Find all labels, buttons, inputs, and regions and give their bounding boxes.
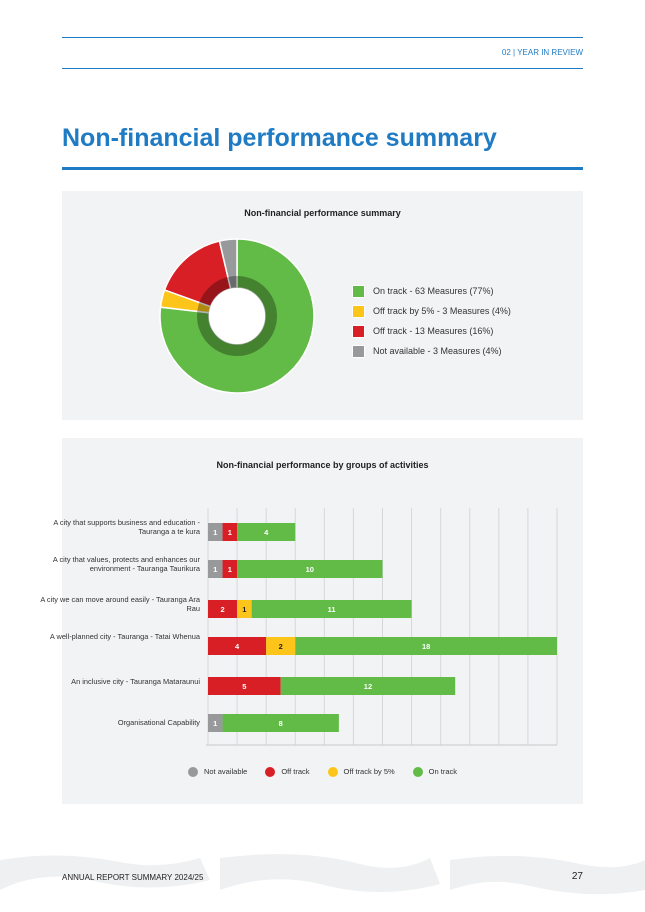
legend-swatch [352,324,365,338]
donut-inner-ring [197,276,277,356]
donut-hole [209,288,265,344]
bar-segment-not-available [208,523,223,541]
legend-swatch [352,284,365,298]
legend-item: Off track - 13 Measures (16%) [352,321,511,341]
category-label: A city we can move around easily - Taura… [40,594,200,614]
category-label: A city that supports business and educat… [53,517,200,537]
legend-swatch [352,304,365,318]
bar-segment-on-track [237,523,296,541]
legend-label: Off track by 5% [343,767,395,776]
bar-segment-on-track [222,714,339,732]
section-tag: 02 | YEAR IN REVIEW [501,48,583,57]
bar-value-label: 1 [213,719,217,728]
bar-segment-off-track [208,600,238,618]
bar-segment-on-track [251,600,412,618]
bar-value-label: 1 [213,528,217,537]
bar-panel: Non-financial performance by groups of a… [62,438,583,804]
legend-label: On track [428,767,458,776]
bar-segment-off-track [208,637,267,655]
page-title: Non-financial performance summary [62,124,497,152]
decorative-pattern [0,854,645,895]
bar-value-label: 10 [306,565,314,574]
legend-label: Off track by 5% - 3 Measures (4%) [373,306,511,316]
header-rule-top [62,37,583,38]
header-rule-bottom [62,68,583,69]
bar-value-label: 12 [364,682,372,691]
legend-item: Off track by 5% - 3 Measures (4%) [352,301,511,321]
legend-label: Not available [203,767,248,776]
bar-value-label: 2 [279,642,283,651]
bar-segment-not-available [208,714,223,732]
legend-label: On track - 63 Measures (77%) [373,286,494,296]
bar-legend-item: Not available [187,767,248,778]
bar-segment-off-track-by-5- [237,600,252,618]
bar-legend-item: Off track [265,767,310,778]
bar-value-label: 4 [264,528,269,537]
legend-item: Not available - 3 Measures (4%) [352,341,511,361]
bar-segment-not-available [208,560,223,578]
bar-segment-off-track [208,677,281,695]
bar-segment-off-track [222,560,238,578]
legend-dot-icon [187,767,198,778]
bar-segment-off-track [222,523,238,541]
bar-value-label: 11 [328,605,336,614]
bar-value-label: 5 [242,682,246,691]
bar-value-label: 1 [228,565,232,574]
bar-segment-on-track [295,637,557,655]
bar-title: Non-financial performance by groups of a… [216,460,429,470]
donut-title: Non-financial performance summary [244,208,401,218]
bar-legend-item: On track [412,767,458,778]
legend-label: Off track [281,767,310,776]
bar-value-label: 1 [213,565,217,574]
bar-value-label: 4 [235,642,240,651]
category-label: A city that values, protects and enhance… [52,554,200,574]
category-label: Organisational Capability [117,718,200,728]
bar-segment-on-track [237,560,383,578]
legend-dot-icon [327,767,338,778]
bar-legend: Not available Off track Off track by 5% On … [0,767,645,778]
bar-legend-item: Off track by 5% [327,767,395,778]
bar-segment-off-track-by-5- [266,637,296,655]
legend-label: Not available - 3 Measures (4%) [373,346,502,356]
donut-legend: On track - 63 Measures (77%) Off track by… [352,281,511,361]
legend-dot-icon [265,767,276,778]
donut-panel: Non-financial performance summary [62,191,583,420]
bar-segment-on-track [280,677,456,695]
bar-value-label: 8 [279,719,283,728]
bar-value-label: 18 [422,642,430,651]
page-number: 27 [571,871,583,882]
footer-report-title: ANNUAL REPORT SUMMARY 2024/25 [62,873,204,882]
bar-value-label: 1 [228,528,232,537]
legend-label: Off track - 13 Measures (16%) [373,326,494,336]
category-label: An inclusive city - Tauranga Mataraunui [71,676,200,686]
bar-value-label: 2 [220,605,224,614]
title-underline [62,167,583,170]
category-label: A well-planned city - Tauranga - Tatai W… [49,631,200,641]
bar-value-label: 1 [242,605,246,614]
legend-dot-icon [412,767,423,778]
legend-swatch [352,344,365,358]
legend-item: On track - 63 Measures (77%) [352,281,511,301]
